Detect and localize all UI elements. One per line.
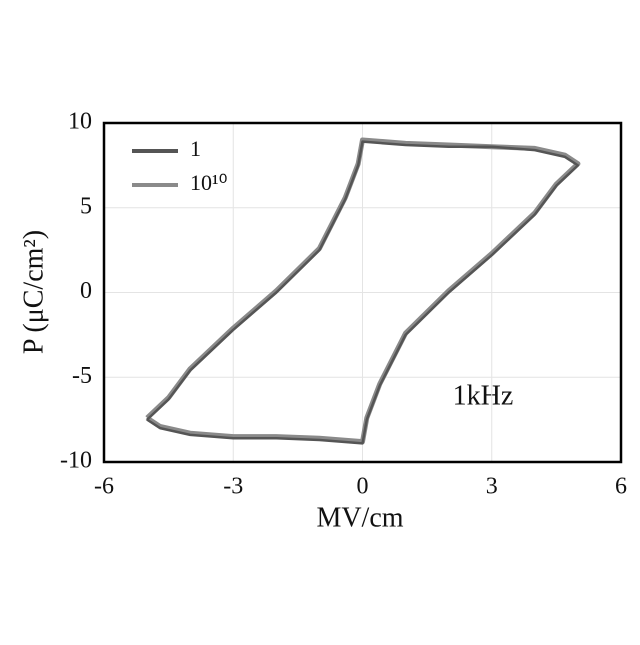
x-tick-label: 6 — [615, 474, 627, 500]
y-tick-label: 10 — [68, 109, 92, 135]
y-tick-label: -10 — [60, 448, 92, 474]
x-tick-label: 3 — [486, 474, 498, 500]
legend-label: 10¹⁰ — [190, 170, 228, 195]
y-tick-label: 5 — [80, 193, 92, 219]
x-tick-label: 0 — [357, 474, 369, 500]
x-axis-label: MV/cm — [316, 502, 403, 533]
x-tick-label: -6 — [94, 474, 114, 500]
annotation: 1kHz — [453, 380, 514, 411]
legend-label: 1 — [190, 136, 201, 161]
y-axis-label: P (μC/cm²) — [18, 230, 49, 354]
y-tick-label: -5 — [72, 363, 92, 389]
y-tick-label: 0 — [80, 278, 92, 304]
x-tick-label: -3 — [223, 474, 243, 500]
